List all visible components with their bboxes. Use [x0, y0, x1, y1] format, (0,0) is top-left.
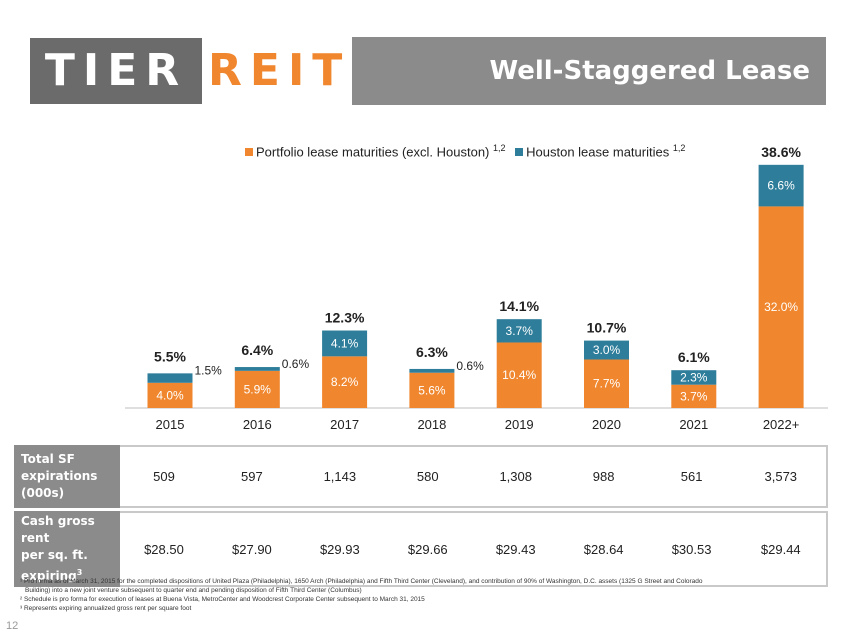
total-label: 6.1%	[678, 349, 710, 365]
total-label: 5.5%	[154, 348, 186, 364]
bar-houston	[671, 370, 717, 385]
data-label-houston: 6.6%	[767, 179, 795, 193]
bar-houston	[234, 367, 280, 371]
table-cell: 3,573	[735, 445, 828, 508]
data-label-portfolio: 32.0%	[764, 300, 798, 314]
logo-reit-text: REIT	[208, 45, 351, 96]
table-cell: 597	[207, 445, 296, 508]
table-row-cash-rent: Cash gross rent per sq. ft. expiring3 $2…	[14, 511, 828, 587]
table-cell: $27.90	[207, 511, 296, 587]
logo-tier-block: TIER	[30, 38, 202, 104]
data-label-houston: 0.6%	[282, 357, 310, 371]
bar-portfolio	[322, 356, 368, 408]
table-cell: $29.66	[383, 511, 472, 587]
total-label: 14.1%	[499, 298, 539, 314]
table-cell: 580	[383, 445, 472, 508]
row-header-line: expirations	[21, 469, 98, 483]
total-label: 38.6%	[761, 144, 801, 160]
table-cell: $29.93	[295, 511, 384, 587]
row-header-line: expiring	[21, 569, 77, 583]
tierreit-logo: TIER REIT	[30, 38, 350, 104]
logo-reit-block: REIT	[208, 38, 350, 104]
row-header-total-sf: Total SF expirations (000s)	[14, 445, 120, 508]
total-label: 12.3%	[325, 310, 365, 326]
data-label-houston: 3.0%	[593, 343, 621, 357]
data-label-portfolio: 5.6%	[418, 383, 446, 397]
lease-maturities-chart: 4.0% 1.5% 5.5% 2015 5.9% 0.6% 6.4% 2016 8.2% 4.1%…	[125, 144, 828, 432]
x-tick-label: 2022+	[763, 417, 800, 432]
metrics-table: Total SF expirations (000s) 509 597 1,14…	[14, 445, 828, 587]
footnote-1: ¹ Pro forma as of March 31, 2015 for the…	[20, 578, 703, 585]
page-title: Well-Staggered Lease Maturities	[489, 56, 810, 154]
table-cell: 1,143	[295, 445, 384, 508]
data-label-portfolio: 7.7%	[593, 377, 621, 391]
x-tick-label: 2021	[679, 417, 708, 432]
row-header-line: Total SF	[21, 452, 75, 466]
bar-portfolio	[584, 359, 629, 408]
row-header-cash-rent: Cash gross rent per sq. ft. expiring3	[14, 511, 120, 587]
x-tick-label: 2015	[156, 417, 185, 432]
x-tick-label: 2017	[330, 417, 359, 432]
table-row-total-sf: Total SF expirations (000s) 509 597 1,14…	[14, 445, 828, 508]
x-tick-label: 2020	[592, 417, 621, 432]
footnote-2: ² Schedule is pro forma for execution of…	[20, 596, 425, 603]
x-tick-label: 2016	[243, 417, 272, 432]
x-tick-label: 2018	[417, 417, 446, 432]
title-bar: Well-Staggered Lease Maturities	[352, 37, 826, 154]
total-label: 10.7%	[587, 320, 627, 336]
table-cell: $30.53	[647, 511, 736, 587]
legend-swatch-houston	[515, 148, 524, 157]
table-cell: 509	[120, 445, 208, 508]
data-label-portfolio: 10.4%	[502, 368, 536, 382]
row-header-line: (000s)	[21, 486, 65, 500]
table-cell: $29.43	[471, 511, 560, 587]
bar-portfolio	[496, 342, 542, 408]
total-label: 6.3%	[416, 344, 448, 360]
bar-portfolio	[758, 206, 804, 408]
row-header-line: Cash gross rent	[21, 514, 95, 545]
total-label: 6.4%	[241, 342, 273, 358]
data-label-houston: 2.3%	[680, 370, 708, 384]
table-cell: 561	[647, 445, 736, 508]
legend-item-houston: Houston lease maturities 1,2	[515, 143, 685, 159]
legend-label-portfolio: Portfolio lease maturities (excl. Housto…	[256, 144, 490, 160]
row-header-sup: 3	[76, 568, 83, 577]
bar-portfolio	[234, 370, 280, 408]
data-label-houston: 3.7%	[506, 324, 534, 338]
legend-item-portfolio: Portfolio lease maturities (excl. Housto…	[245, 143, 506, 159]
legend-sup-portfolio: 1,2	[493, 143, 506, 153]
table-cell: 1,308	[471, 445, 560, 508]
bar-houston	[496, 319, 542, 343]
x-tick-label: 2019	[505, 417, 534, 432]
legend-swatch-portfolio	[245, 148, 253, 157]
data-label-portfolio: 3.7%	[680, 389, 708, 403]
table-cell: $28.50	[120, 511, 208, 587]
chart-legend: Portfolio lease maturities (excl. Housto…	[245, 143, 691, 159]
page-number: 12	[6, 620, 19, 632]
logo-tier-text: TIER	[44, 45, 188, 96]
bar-houston	[758, 164, 804, 207]
data-label-portfolio: 4.0%	[156, 388, 184, 402]
data-label-houston: 1.5%	[195, 363, 223, 377]
bar-portfolio	[147, 382, 193, 408]
bar-portfolio	[671, 384, 717, 408]
legend-sup-houston: 1,2	[672, 143, 686, 153]
data-label-portfolio: 8.2%	[331, 375, 359, 389]
data-label-houston: 4.1%	[331, 336, 359, 350]
table-cell: $28.64	[559, 511, 648, 587]
table-cell: 988	[559, 445, 648, 508]
data-label-houston: 0.6%	[456, 359, 484, 373]
bar-houston	[409, 368, 455, 373]
table-cell: $29.44	[735, 511, 828, 587]
footnote-1-cont: Building) into a new joint venture subse…	[25, 587, 362, 594]
footnotes: ¹ Pro forma as of March 31, 2015 for the…	[20, 577, 835, 613]
row-header-line: per sq. ft.	[21, 548, 88, 562]
bar-houston	[584, 340, 629, 360]
bar-portfolio	[409, 372, 455, 408]
data-label-portfolio: 5.9%	[244, 382, 272, 396]
bar-houston	[322, 330, 368, 357]
bar-houston	[147, 373, 193, 383]
legend-label-houston: Houston lease maturities	[526, 144, 670, 160]
footnote-3: ³ Represents expiring annualized gross r…	[20, 605, 192, 612]
